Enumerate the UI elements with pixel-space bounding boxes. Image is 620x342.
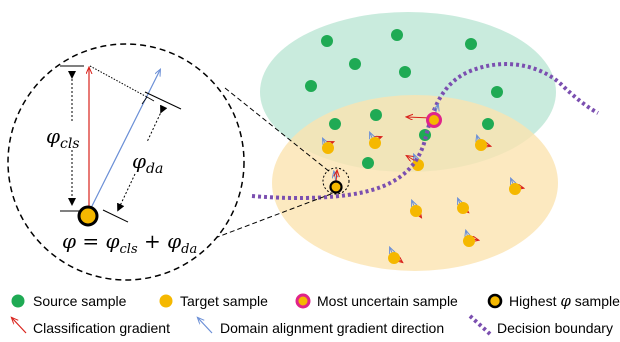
target-sample (475, 136, 490, 151)
source-sample-dot (391, 29, 403, 41)
legend-source-label: Source sample (33, 293, 127, 309)
source-sample-dot (482, 118, 494, 130)
phi-da-label: φda (132, 149, 163, 177)
highest-phi-sample (322, 167, 350, 195)
target-sample (322, 139, 334, 154)
legend-cls-gradient-label: Classification gradient (33, 320, 170, 336)
source-sample-dot (399, 66, 411, 78)
legend-target-label: Target sample (180, 293, 268, 309)
zoom-connector-top (224, 87, 331, 173)
projection-dotted-line (89, 65, 148, 98)
source-sample-dot (370, 109, 382, 121)
source-samples (305, 29, 503, 169)
legend-item-target: Target sample (159, 293, 268, 309)
legend-item-source: Source sample (11, 293, 127, 309)
phi-cls-label: φcls (46, 124, 80, 152)
target-sample (457, 199, 469, 214)
source-sample-dot (491, 86, 503, 98)
legend-da-gradient-label: Domain alignment gradient direction (220, 320, 444, 336)
most-uncertain-sample (407, 105, 442, 128)
legend-item-cls-gradient: Classification gradient (12, 318, 170, 336)
legend-item-da-gradient: Domain alignment gradient direction (198, 318, 444, 336)
legend-item-boundary: Decision boundary (468, 314, 613, 336)
target-samples (322, 133, 523, 264)
right-angle-mark (141, 96, 155, 105)
legend-item-highest-phi: Highest φ sample (487, 292, 620, 310)
legend: Source sample Target sample Most uncerta… (12, 292, 620, 336)
target-domain-region (272, 95, 558, 271)
source-sample-dot (465, 38, 477, 50)
source-sample-dot (349, 58, 361, 70)
source-sample-dot (362, 157, 374, 169)
phi-formula: φ = φcls + φda (62, 229, 197, 257)
legend-boundary-label: Decision boundary (497, 320, 613, 336)
source-sample-dot (321, 35, 333, 47)
target-sample (388, 248, 402, 264)
decision-boundary (251, 62, 599, 200)
zoom-circle (7, 43, 245, 281)
source-sample-dot (305, 80, 317, 92)
zoomed-highest-phi-sample (77, 205, 99, 227)
target-sample (369, 133, 381, 149)
target-sample (509, 179, 523, 195)
zoom-detail: φcls φda φ = φcls + φda (46, 65, 197, 257)
legend-uncertain-label: Most uncertain sample (317, 293, 458, 309)
source-sample-dot (329, 118, 341, 130)
legend-item-uncertain: Most uncertain sample (295, 293, 458, 309)
target-sample (463, 231, 478, 247)
legend-highest-phi-label: Highest φ sample (509, 292, 620, 310)
target-sample (410, 201, 422, 217)
